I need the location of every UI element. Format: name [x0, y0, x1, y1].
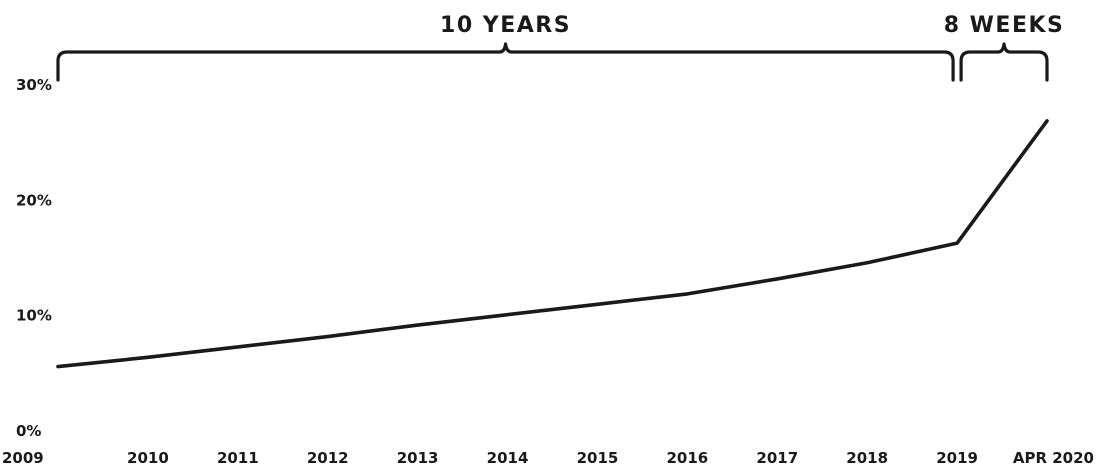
- y-tick-label: 30%: [16, 76, 52, 94]
- brace-ten-years: [56, 42, 955, 82]
- series-layer: [56, 119, 1049, 369]
- x-tick-label: 2013: [397, 449, 439, 467]
- x-axis-ticks: 2009 2010 2011 2012 2013 2014 2015 2016 2017 2018…: [2, 449, 1094, 467]
- y-tick-label: 10%: [16, 307, 52, 325]
- x-tick-label: 2010: [127, 449, 169, 467]
- x-tick-label: 2012: [307, 449, 349, 467]
- x-tick-label: 2009: [2, 449, 44, 467]
- x-tick-label: 2017: [756, 449, 798, 467]
- y-tick-label: 0%: [16, 422, 41, 440]
- x-tick-label: 2019: [936, 449, 978, 467]
- x-tick-label: APR 2020: [1013, 449, 1094, 467]
- x-tick-label: 2016: [666, 449, 708, 467]
- x-tick-label: 2011: [217, 449, 259, 467]
- y-axis-ticks: 0% 10% 20% 30%: [16, 76, 52, 440]
- x-tick-label: 2018: [846, 449, 888, 467]
- annotation-label: 8 WEEKS: [944, 13, 1065, 38]
- annotation-label: 10 YEARS: [440, 13, 571, 38]
- series-line: [56, 119, 1049, 369]
- x-tick-label: 2015: [577, 449, 619, 467]
- y-tick-label: 20%: [16, 191, 52, 209]
- brace-eight-weeks: [959, 42, 1049, 82]
- brace-annotations: 10 YEARS 8 WEEKS: [56, 13, 1065, 82]
- x-tick-label: 2014: [487, 449, 529, 467]
